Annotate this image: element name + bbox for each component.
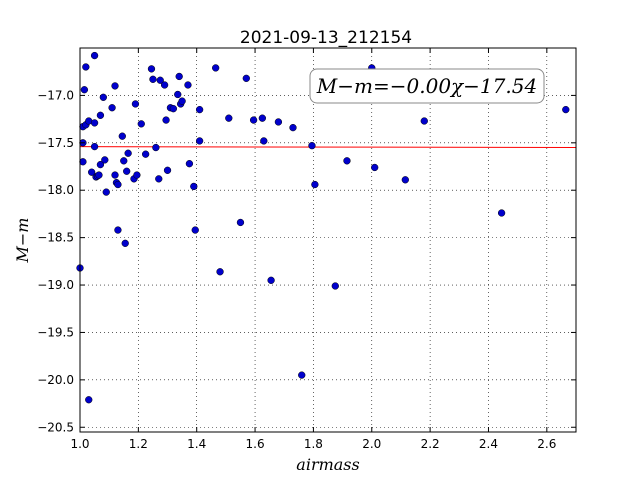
fit-line-group [79,146,577,149]
data-point [497,209,506,217]
data-point [99,93,107,101]
data-point [195,137,204,145]
data-point [108,104,116,112]
data-point [343,157,351,165]
data-point [137,120,145,128]
data-point [96,111,105,119]
annotation-text: M−m=−0.00χ−17.54 [316,74,537,98]
data-point [175,72,183,81]
x-tick-label: 2.0 [362,437,381,451]
data-point [190,182,198,191]
x-tick-label: 2.4 [479,437,498,451]
data-point [88,168,96,176]
data-point [156,76,164,84]
data-point [152,143,160,152]
x-axis-ticks: 1.0 1.2 1.4 1.6 1.8 2.0 2.2 2.4 2.6 [70,48,556,451]
data-point [90,142,99,151]
data-point [101,156,109,164]
fit-annotation: M−m=−0.00χ−17.54 [309,68,545,104]
data-point [216,268,224,276]
data-point [225,114,233,122]
data-point [420,117,428,125]
data-point [185,160,194,168]
data-point [90,51,99,60]
chart-title: 2021-09-13_212154 [240,28,412,48]
data-point [102,188,110,196]
x-tick-label: 1.4 [187,437,206,451]
data-points [76,51,570,404]
x-tick-label: 1.0 [70,437,89,451]
data-point [184,81,192,89]
y-axis-ticks: −17.0 −17.5 −18.0 −18.5 −19.0 −19.5 −20.0 −20.5 [37,88,576,434]
y-tick-label: −20.0 [37,373,74,387]
fit-line [79,146,577,149]
data-point [147,65,156,73]
y-tick-label: −18.5 [37,231,74,245]
data-point [212,64,220,72]
data-point [260,137,268,145]
data-point [79,158,87,166]
data-point [169,105,178,113]
data-point [401,176,409,184]
y-tick-label: −17.0 [37,88,74,102]
y-tick-label: −18.0 [37,183,74,197]
data-point [562,105,570,114]
annotation-box [309,68,545,104]
data-point [90,119,99,127]
y-tick-label: −19.0 [37,278,74,292]
data-point [298,371,306,379]
data-point [308,142,316,150]
x-tick-label: 1.2 [129,437,148,451]
y-tick-label: −20.5 [37,420,74,434]
grid-lines [79,48,576,432]
y-axis-label: M−m [13,218,32,264]
data-point [249,116,258,124]
x-axis-label: airmass [296,455,359,474]
data-point [242,74,250,82]
x-tick-label: 2.2 [421,437,440,451]
data-point [274,118,283,126]
x-tick-label: 1.8 [304,437,323,451]
data-point [118,132,126,140]
x-tick-label: 1.6 [246,437,265,451]
data-point [96,160,105,169]
data-point [141,150,150,158]
data-point [162,116,170,124]
data-point [131,100,140,108]
data-point [155,175,163,183]
data-point [236,218,245,227]
data-point [178,97,186,105]
data-point [195,105,204,114]
y-tick-label: −17.5 [37,136,74,150]
data-point [267,276,275,284]
data-point [123,167,131,175]
x-tick-label: 2.6 [537,437,556,451]
data-point [311,180,319,189]
data-point [133,171,141,179]
data-point [174,90,182,99]
data-point [120,157,128,165]
data-point [331,282,339,290]
data-point [114,180,122,189]
data-point [111,82,119,90]
data-point [114,226,122,234]
data-point [163,166,172,174]
data-point [82,63,90,71]
data-point [371,163,379,172]
data-point [85,396,93,404]
data-point [258,114,267,122]
plot-frame [79,47,577,433]
data-point [95,171,103,179]
data-point [191,226,199,234]
data-point [80,86,89,94]
data-point [111,171,119,179]
data-point [289,123,297,132]
data-point [124,149,132,157]
data-point [149,75,157,83]
data-point [160,81,169,89]
y-tick-label: −19.5 [37,325,74,339]
data-point [121,239,129,247]
